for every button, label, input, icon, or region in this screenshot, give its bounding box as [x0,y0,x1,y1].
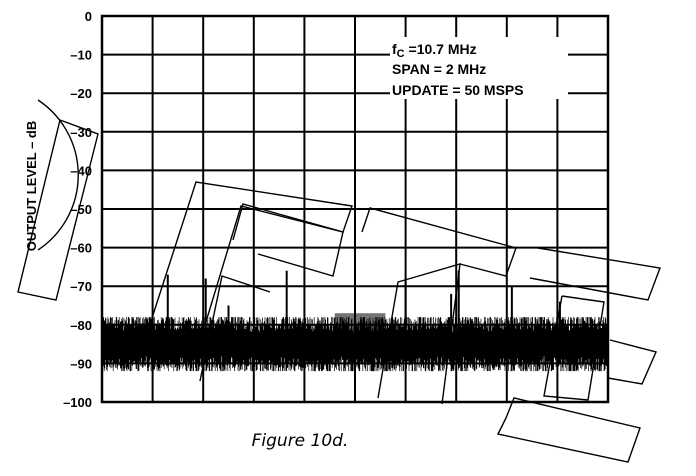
y-tick-label: –60 [70,241,92,256]
figure-caption: Figure 10d. [252,431,349,451]
plot-border [100,14,610,404]
y-tick-label: –50 [70,202,92,217]
annotation-box [390,37,568,99]
y-tick-label: 0 [85,9,92,24]
y-tick-label: –70 [70,279,92,294]
scan-artifacts [17,99,661,463]
y-axis-label: OUTPUT LEVEL – dB [24,121,39,252]
y-tick-label: –20 [70,86,92,101]
plot-frame [100,14,610,404]
y-tick-label: –90 [70,356,92,371]
y-tick-label: –30 [70,125,92,140]
spurs [166,181,561,364]
y-tick-labels: 0 –10 –20 –30 –40 –50 –60 –70 –80 –90 –100 [63,9,92,410]
y-tick-label: –80 [70,318,92,333]
y-tick-label: –10 [70,48,92,63]
span-annotation: SPAN = 2 MHz [392,61,486,77]
noise-bump [334,313,386,341]
y-tick-label: –40 [70,163,92,178]
update-annotation: UPDATE = 50 MSPS [392,82,524,98]
y-tick-label: –100 [63,395,92,410]
fc-annotation: fC =10.7 MHz [392,41,477,60]
